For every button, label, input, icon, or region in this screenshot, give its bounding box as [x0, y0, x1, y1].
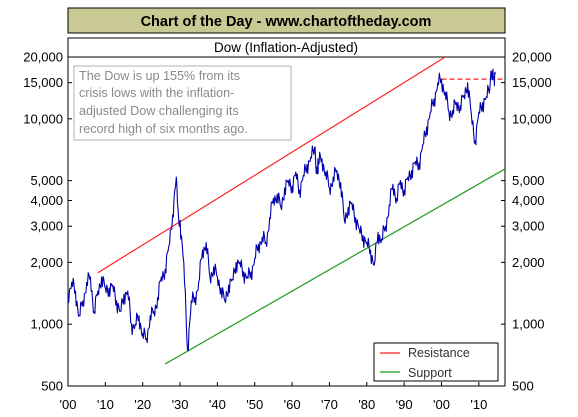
annotation-line-4: record high of six months ago. — [79, 122, 248, 136]
support-trend-line — [164, 168, 505, 365]
annotation-line-3: adjusted Dow challenging its — [79, 104, 239, 118]
y-tick-label-right: 15,000 — [512, 75, 552, 90]
y-tick-label-right: 5,000 — [512, 173, 545, 188]
x-tick-label: '60 — [284, 397, 301, 412]
y-tick-label-right: 4,000 — [512, 193, 545, 208]
chart-header: Chart of the Day - www.chartoftheday.com — [141, 14, 432, 30]
annotation-line-1: The Dow is up 155% from its — [79, 69, 240, 83]
dow-series-line — [68, 68, 496, 352]
series-layer — [68, 68, 496, 352]
x-tick-label: '50 — [246, 397, 263, 412]
y-tick-label-right: 500 — [512, 379, 534, 394]
x-tick-label: '40 — [209, 397, 226, 412]
y-tick-label-right: 2,000 — [512, 255, 545, 270]
resistance-trend-line — [97, 57, 446, 274]
y-tick-label-left: 2,000 — [30, 255, 63, 270]
x-tick-label: '30 — [172, 397, 189, 412]
chart-title: Dow (Inflation-Adjusted) — [214, 40, 358, 55]
x-axis-ticks: '00 '10 '20 '30 '40 '50 '60 '70 '80 '90 '00 '10 — [60, 382, 487, 412]
x-tick-label: '10 — [470, 397, 487, 412]
y-tick-label-left: 5,000 — [30, 173, 63, 188]
x-tick-label: '90 — [396, 397, 413, 412]
y-tick-label-left: 3,000 — [30, 219, 63, 234]
y-tick-label-left: 20,000 — [23, 50, 63, 65]
y-tick-label-left: 1,000 — [30, 317, 63, 332]
x-tick-label: '20 — [134, 397, 151, 412]
x-tick-label: '00 — [60, 397, 77, 412]
legend-resistance-label: Resistance — [408, 346, 470, 360]
x-tick-label: '00 — [433, 397, 450, 412]
y-tick-label-left: 500 — [41, 379, 63, 394]
y-tick-label-right: 3,000 — [512, 219, 545, 234]
x-tick-label: '10 — [97, 397, 114, 412]
x-tick-label: '70 — [321, 397, 338, 412]
y-tick-label-left: 15,000 — [23, 75, 63, 90]
annotation-line-2: crisis lows with the inflation- — [79, 86, 234, 100]
legend-box — [373, 342, 499, 382]
y-axis-ticks: 20,000 20,000 15,000 15,000 10,000 10,000 5,00… — [23, 50, 552, 394]
x-tick-label: '80 — [358, 397, 375, 412]
annotation-box — [73, 65, 292, 141]
y-tick-label-left: 4,000 — [30, 193, 63, 208]
y-tick-label-right: 1,000 — [512, 317, 545, 332]
legend-support-label: Support — [408, 366, 452, 380]
chart-header-banner — [67, 7, 506, 34]
y-tick-label-right: 10,000 — [512, 111, 552, 126]
y-tick-label-right: 20,000 — [512, 50, 552, 65]
y-tick-label-left: 10,000 — [23, 111, 63, 126]
